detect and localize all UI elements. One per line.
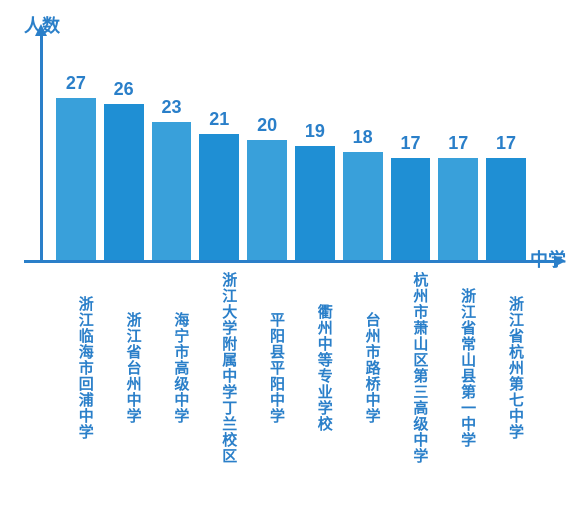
bar-value: 19	[305, 121, 325, 142]
bar-label: 杭州市萧山区第三高级中学	[391, 270, 431, 464]
bar-label: 衢州中等专业学校	[295, 270, 335, 464]
bar	[152, 122, 192, 260]
bar	[104, 104, 144, 260]
bar-label: 平阳县平阳中学	[247, 270, 287, 464]
bar-wrapper: 20	[247, 115, 287, 260]
bar	[343, 152, 383, 260]
bar	[247, 140, 287, 260]
bar-label: 浙江省杭州第七中学	[486, 270, 526, 464]
bar-wrapper: 17	[391, 133, 431, 260]
bar-wrapper: 19	[295, 121, 335, 260]
bar-value: 26	[114, 79, 134, 100]
bar-wrapper: 18	[343, 127, 383, 260]
labels-area: 浙江临海市回浦中学浙江省台州中学海宁市高级中学浙江大学附属中学丁兰校区平阳县平阳…	[56, 270, 526, 464]
bar	[295, 146, 335, 260]
bar-label: 浙江临海市回浦中学	[56, 270, 96, 464]
bar	[199, 134, 239, 260]
bar	[56, 98, 96, 260]
bar-label: 浙江大学附属中学丁兰校区	[199, 270, 239, 464]
bar-value: 23	[161, 97, 181, 118]
bar-value: 21	[209, 109, 229, 130]
bar-wrapper: 26	[104, 79, 144, 260]
bar-value: 20	[257, 115, 277, 136]
bar-value: 27	[66, 73, 86, 94]
bar	[486, 158, 526, 260]
bar-wrapper: 21	[199, 109, 239, 260]
y-axis-line	[40, 30, 43, 262]
bar	[438, 158, 478, 260]
bar-label: 浙江省常山县第一中学	[438, 270, 478, 464]
bar-label: 浙江省台州中学	[104, 270, 144, 464]
bar-value: 17	[448, 133, 468, 154]
bar-value: 17	[400, 133, 420, 154]
bar-wrapper: 17	[486, 133, 526, 260]
bar-wrapper: 17	[438, 133, 478, 260]
x-axis-label: 中学	[530, 246, 566, 272]
bar-value: 18	[353, 127, 373, 148]
bar-chart: 人数 中学 27262321201918171717 浙江临海市回浦中学浙江省台…	[0, 0, 576, 514]
bar-wrapper: 23	[152, 97, 192, 260]
x-axis-line	[24, 260, 558, 263]
bar-wrapper: 27	[56, 73, 96, 260]
bar-label: 海宁市高级中学	[152, 270, 192, 464]
bar-value: 17	[496, 133, 516, 154]
bar	[391, 158, 431, 260]
bar-label: 台州市路桥中学	[343, 270, 383, 464]
bars-area: 27 26 23 21 20 19 18 17 17 17	[56, 0, 526, 260]
